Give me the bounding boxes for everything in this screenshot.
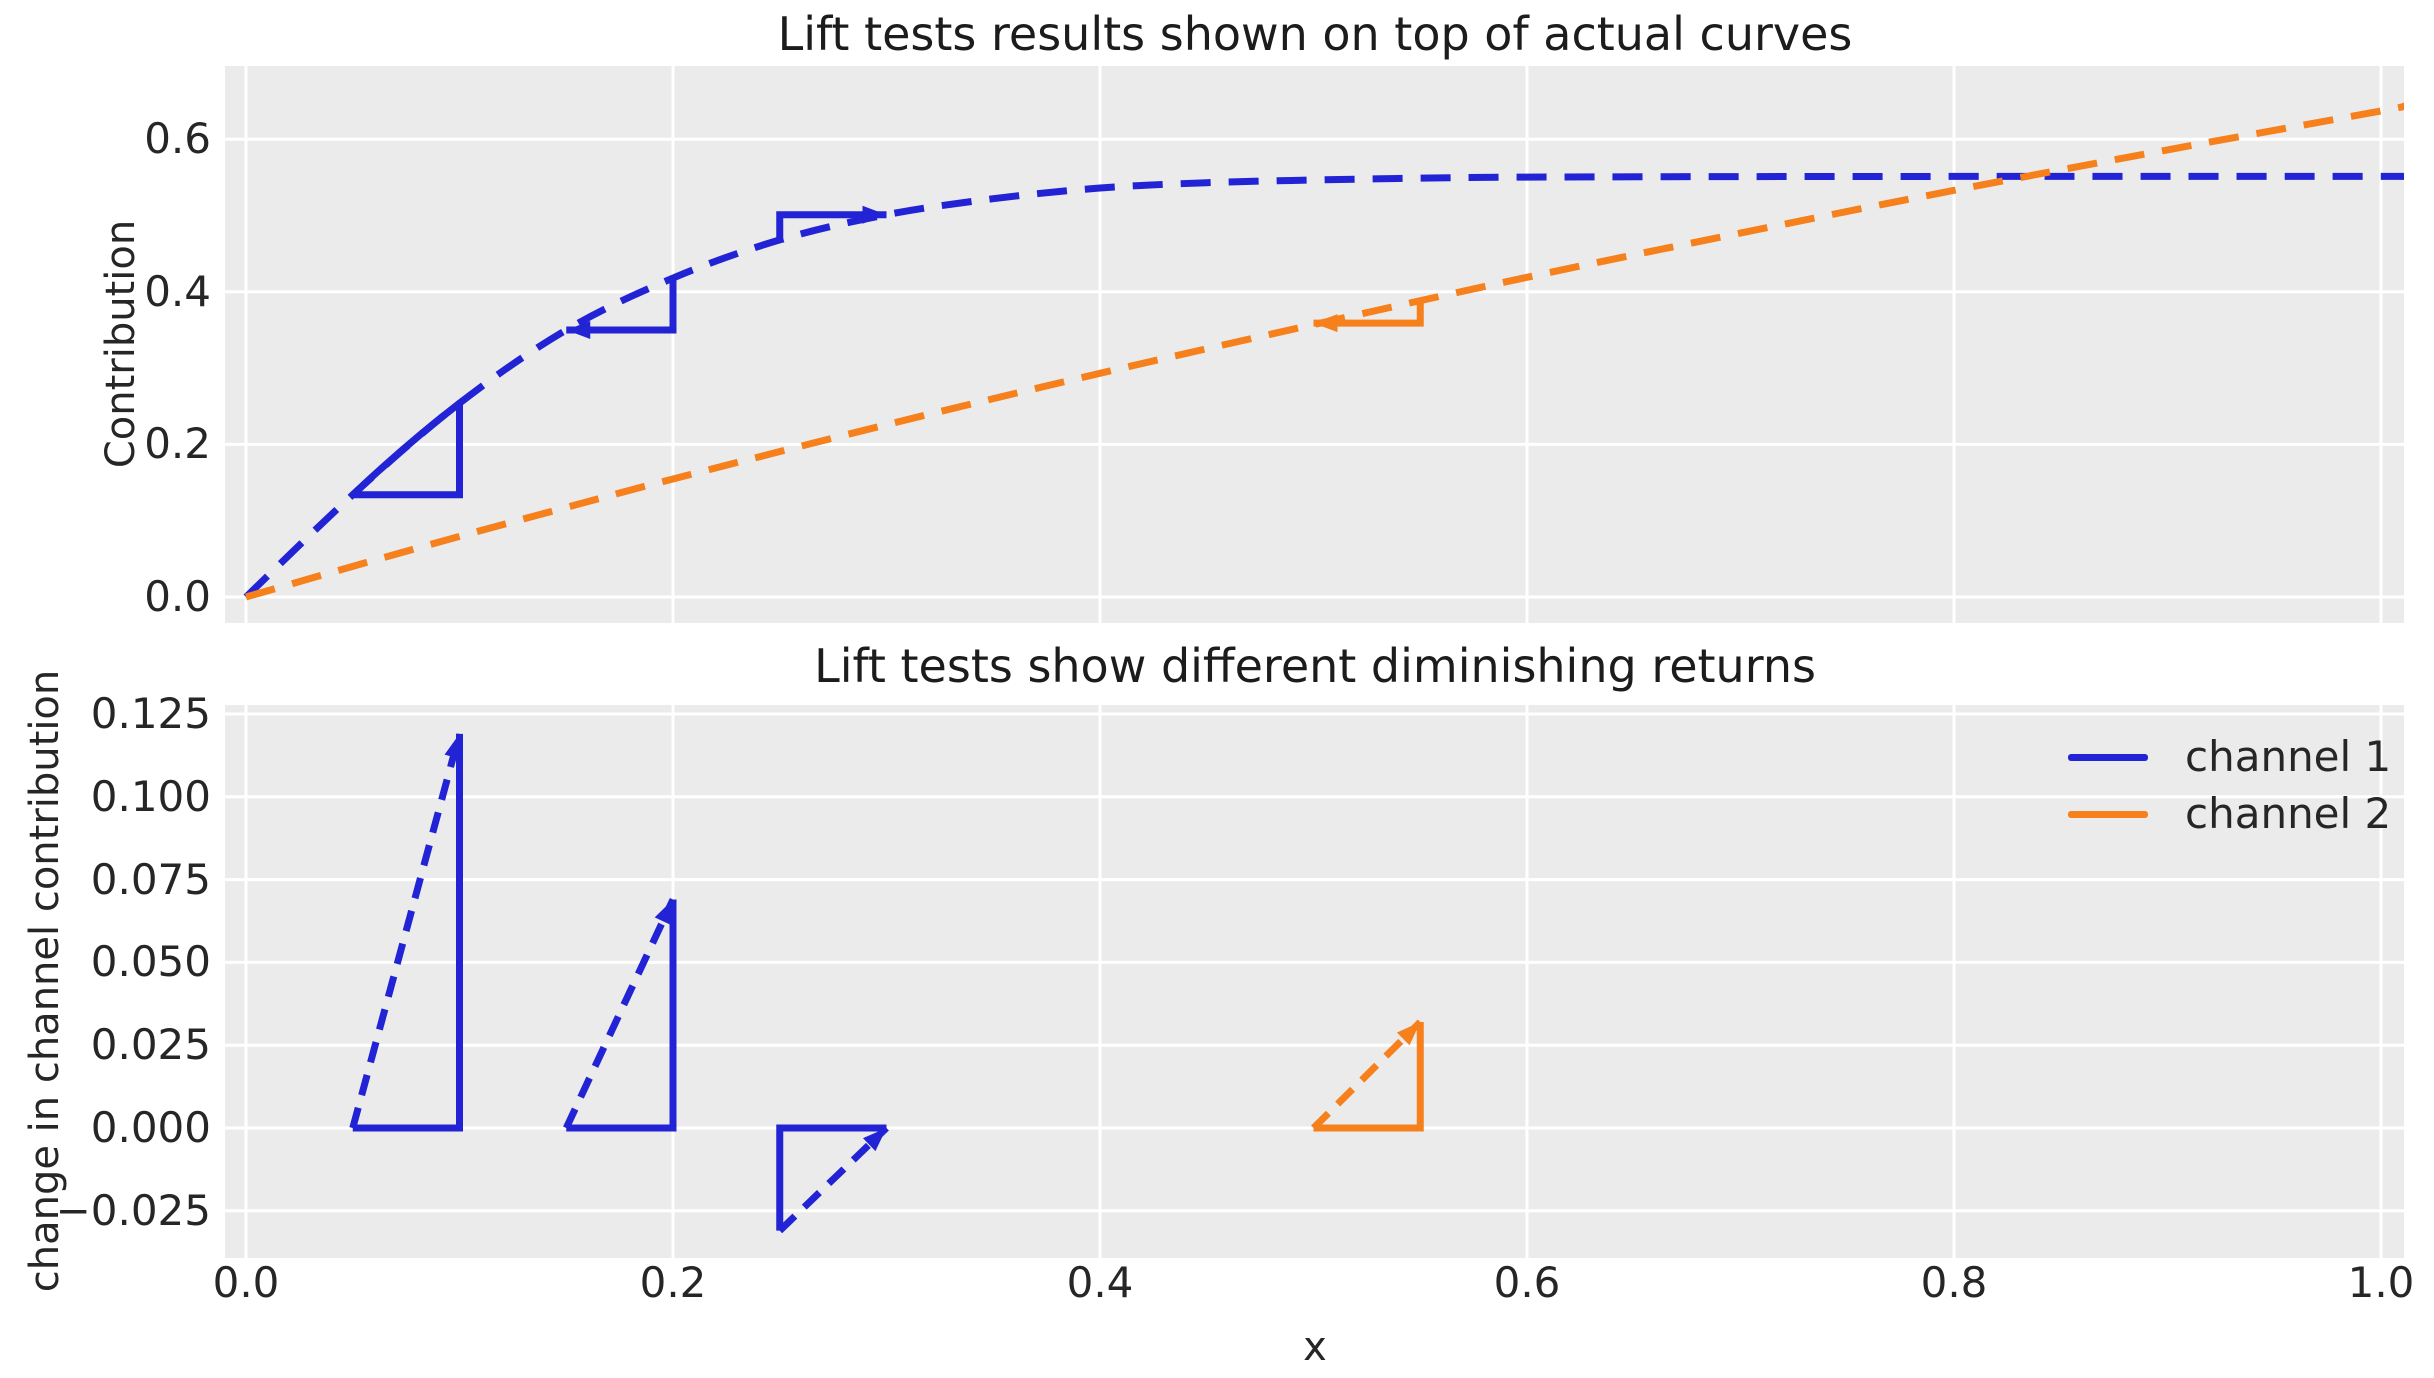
x-tick-label: 0.6	[1493, 1258, 1561, 1307]
lift-test-lines	[352, 733, 463, 1132]
y-tick-label: 0.125	[90, 689, 211, 738]
lift-test-lines	[1313, 1022, 1424, 1132]
y-tick-label: 0.2	[144, 419, 211, 469]
lift-test-dashed-hypotenuse	[777, 1125, 889, 1234]
lift-test-solid-hypotenuse	[350, 400, 462, 498]
x-tick-label: 0.2	[639, 1258, 707, 1307]
legend-line-channel-2	[2068, 811, 2148, 818]
lift-test-arrowhead	[1396, 1022, 1421, 1046]
y-tick-label: 0.075	[90, 854, 211, 904]
y-tick-label: 0.100	[90, 771, 211, 821]
lift-test-arrowhead	[444, 733, 462, 760]
lift-test-arrowhead	[862, 205, 887, 224]
x-tick-label: 1.0	[2347, 1258, 2415, 1307]
y-tick-label: 0.6	[144, 114, 211, 164]
lift-test-lines	[1313, 297, 1424, 327]
lift-test-arrowhead	[862, 1128, 887, 1152]
x-tick-label: 0.4	[1066, 1258, 1134, 1307]
top-plot-title: Lift tests results shown on top of actua…	[777, 7, 1853, 61]
y-tick-label: −0.025	[55, 1185, 211, 1235]
top-plot-area	[225, 66, 2404, 623]
lift-test-dashed-hypotenuse	[563, 897, 677, 1130]
curve-channel-1	[243, 172, 2404, 600]
lift-test-lines	[776, 211, 887, 240]
x-tick-label: 0.0	[212, 1258, 280, 1307]
lift-test-lines	[566, 899, 677, 1132]
legend-line-channel-1	[2068, 754, 2148, 761]
y-tick-label: 0.0	[144, 572, 211, 621]
legend-label-channel-2: channel 2	[2185, 789, 2392, 838]
curve-channel-2	[245, 102, 2404, 601]
y-tick-label: 0.4	[144, 266, 211, 316]
lift-test-arrowhead	[566, 320, 591, 339]
top-y-axis-label: Contribution	[98, 219, 144, 469]
x-axis-label: x	[1303, 1324, 1327, 1370]
lift-test-arrowhead	[654, 899, 673, 926]
lift-test-arrowhead	[1313, 314, 1338, 333]
lift-test-dashed-hypotenuse	[349, 732, 463, 1129]
lift-test-dashed-hypotenuse	[1311, 1019, 1423, 1131]
y-tick-label: 0.000	[90, 1103, 211, 1152]
legend-label-channel-1: channel 1	[2185, 732, 2392, 781]
lift-test-lines	[352, 403, 463, 499]
y-tick-label: 0.025	[90, 1020, 211, 1070]
x-tick-label: 0.8	[1920, 1258, 1988, 1307]
y-tick-label: 0.050	[90, 937, 211, 987]
lift-test-lines	[566, 278, 677, 334]
bottom-plot-title: Lift tests show different diminishing re…	[814, 639, 1816, 693]
bottom-plot-area	[225, 705, 2404, 1258]
lift-test-lines	[776, 1124, 887, 1231]
